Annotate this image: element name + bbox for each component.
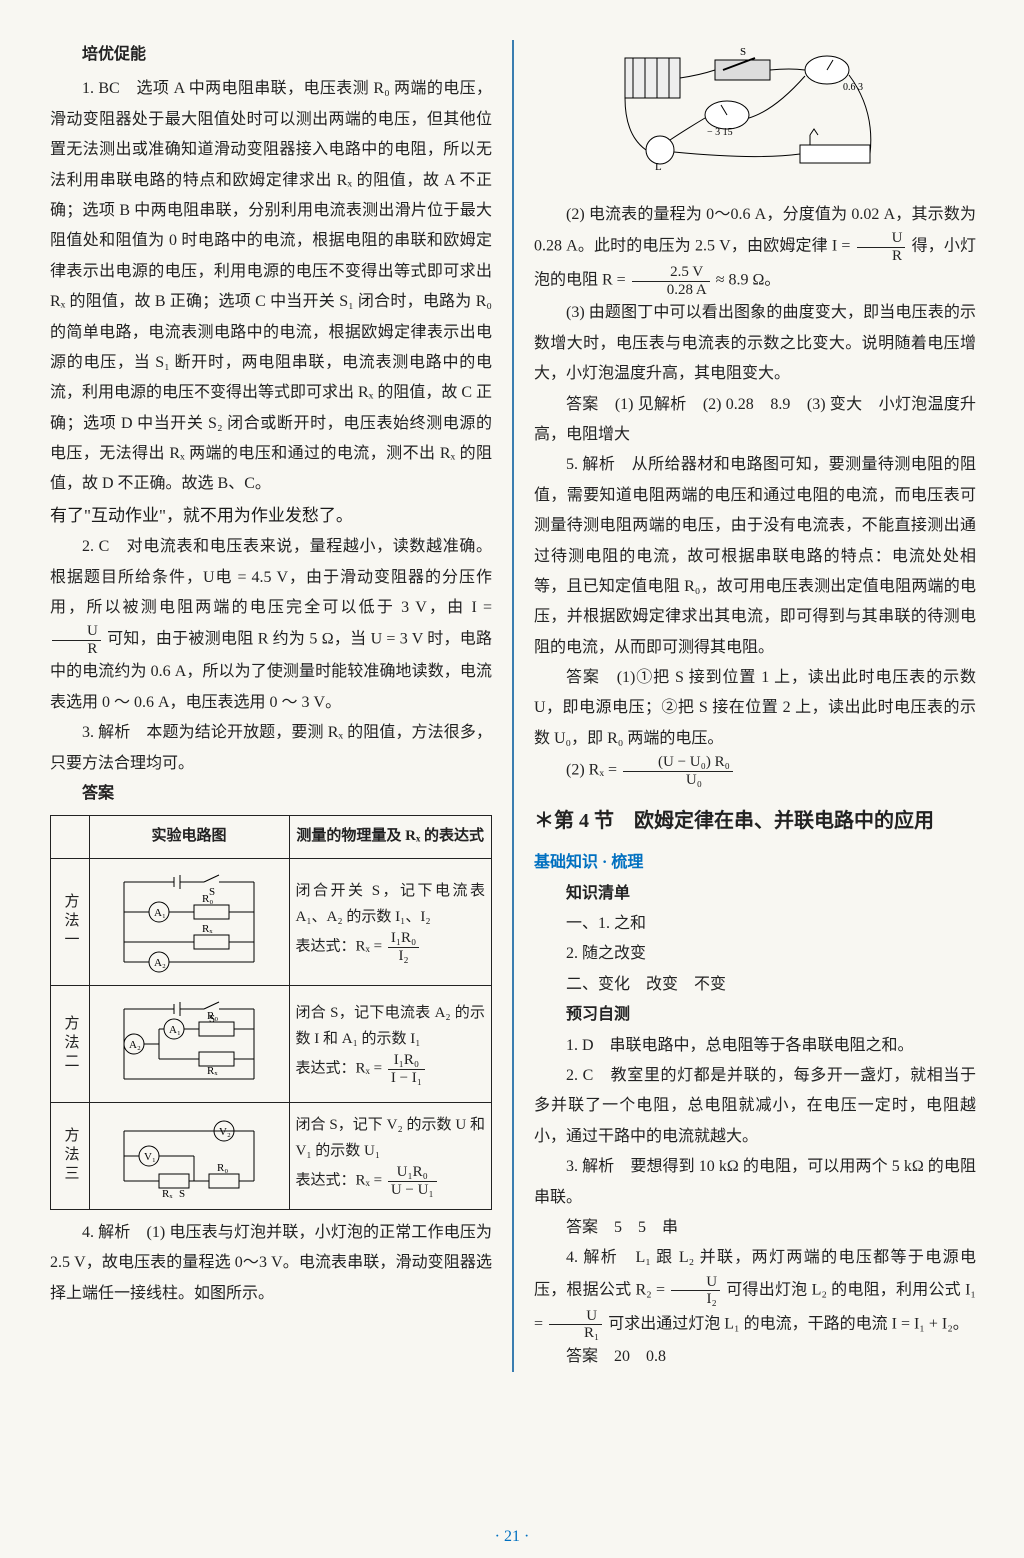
svg-text:A₁: A₁	[154, 907, 166, 919]
q4-3: (3) 由题图丁中可以看出图象的曲度变大，即当电压表的示数增大时，电压表与电流表…	[534, 298, 976, 389]
svg-text:S: S	[740, 46, 746, 58]
svg-text:A₂: A₂	[154, 957, 166, 969]
method2-circuit: S A₂ A₁ R₀ Rₓ	[89, 985, 289, 1102]
m1-text-a: 闭合开关 S，记下电流表 A₁、A₂ 的示数 I₁、I₂	[296, 883, 486, 925]
svg-text:0.6 3: 0.6 3	[843, 82, 863, 93]
svg-text:Rₓ: Rₓ	[162, 1188, 173, 1200]
svg-text:V₂: V₂	[219, 1126, 231, 1138]
p1: 1. D 串联电路中，总电阻等于各串联电阻之和。	[534, 1031, 976, 1061]
m3-text-b: 表达式：Rₓ =	[296, 1173, 383, 1189]
table-row: 方法三 Rₓ S R₀ V₁ V₂ 闭合 S，记下 V₂ 的示数 U 和 V₁ 的…	[51, 1102, 492, 1209]
p4-ans: 答案 20 0.8	[534, 1342, 976, 1372]
table-row: 方法二 S A₂ A₁ R₀ Rₓ	[51, 985, 492, 1102]
frac-m3: U₁R₀U − U₁	[388, 1164, 437, 1198]
q4-text: 4. 解析 (1) 电压表与灯泡并联，小灯泡的正常工作电压为 2.5 V，故电压…	[50, 1218, 492, 1309]
q4-2: (2) 电流表的量程为 0～0.6 A，分度值为 0.02 A，其示数为 0.2…	[534, 200, 976, 298]
svg-text:R₀: R₀	[217, 1162, 228, 1174]
table-row: 实验电路图 测量的物理量及 Rₓ 的表达式	[51, 816, 492, 859]
method3-text: 闭合 S，记下 V₂ 的示数 U 和 V₁ 的示数 U₁ 表达式：Rₓ = U₁…	[289, 1102, 492, 1209]
table-head-diagram: 实验电路图	[89, 816, 289, 859]
frac-rx: (U − U₀) R₀U₀	[623, 754, 733, 788]
circuit2-icon: S A₂ A₁ R₀ Rₓ	[104, 994, 274, 1094]
svg-text:S: S	[179, 1188, 185, 1200]
frac-m2: I₁R₀I − I₁	[388, 1052, 425, 1086]
svg-text:R₀: R₀	[202, 893, 213, 905]
handwritten-note: 有了"互动作业"，就不用为作业发愁了。	[50, 500, 492, 532]
p3-ans: 答案 5 5 串	[534, 1213, 976, 1243]
circuit-illustration: S 0.6 3 − 3 15 L	[534, 40, 976, 190]
heading-peiyou: 培优促能	[50, 40, 492, 70]
svg-text:R₀: R₀	[207, 1010, 218, 1022]
p3: 3. 解析 要想得到 10 kΩ 的电阻，可以用两个 5 kΩ 的电阻串联。	[534, 1152, 976, 1213]
q4-2c: ≈ 8.9 Ω。	[716, 272, 781, 289]
p4-c: 可求出通过灯泡 L₁ 的电流，干路的电流 I = I₁ + I₂。	[608, 1315, 969, 1332]
svg-text:Rₓ: Rₓ	[202, 923, 213, 935]
z3: 二、变化 改变 不变	[534, 970, 976, 1000]
q2-text: 2. C 对电流表和电压表来说，量程越小，读数越准确。根据题目所给条件，U电 =…	[50, 532, 492, 718]
table-row: 方法一 S A₁ R₀ Rₓ A₂	[51, 858, 492, 985]
method3-label: 方法三	[51, 1102, 90, 1209]
circuit1-icon: S A₁ R₀ Rₓ A₂	[104, 867, 274, 977]
column-divider	[512, 40, 514, 1372]
frac-u-r1: UR₁	[549, 1308, 602, 1342]
q4-2a: (2) 电流表的量程为 0～0.6 A，分度值为 0.02 A，其示数为 0.2…	[534, 206, 976, 255]
q5-ans-b-text: (2) Rₓ =	[566, 762, 617, 779]
table-head-expr: 测量的物理量及 Rₓ 的表达式	[289, 816, 492, 859]
m2-text-a: 闭合 S，记下电流表 A₂ 的示数 I 和 A₁ 的示数 I₁	[296, 1005, 486, 1047]
frac-u-r-2: UR	[857, 230, 906, 264]
q1-text: 1. BC 选项 A 中两电阻串联，电压表测 R₀ 两端的电压，滑动变阻器处于最…	[50, 74, 492, 499]
base-heading: 基础知识 · 梳理	[534, 848, 976, 878]
m2-text-b: 表达式：Rₓ =	[296, 1061, 383, 1077]
circuit-main-icon: S 0.6 3 − 3 15 L	[605, 40, 905, 190]
p2: 2. C 教室里的灯都是并联的，每多开一盏灯，就相当于多并联了一个电阻，总电阻就…	[534, 1061, 976, 1152]
methods-table: 实验电路图 测量的物理量及 Rₓ 的表达式 方法一 S A₁ R₀ Rₓ	[50, 815, 492, 1210]
page-content: 培优促能 1. BC 选项 A 中两电阻串联，电压表测 R₀ 两端的电压，滑动变…	[50, 40, 984, 1372]
sec4-title-text: 第 4 节 欧姆定律在串、并联电路中的应用	[554, 810, 934, 832]
q3-text: 3. 解析 本题为结论开放题，要测 Rₓ 的阻值，方法很多，只要方法合理均可。	[50, 718, 492, 779]
column-right: S 0.6 3 − 3 15 L	[516, 40, 976, 1372]
svg-text:L: L	[655, 161, 662, 173]
frac-25-028: 2.5 V0.28 A	[632, 264, 710, 298]
method2-text: 闭合 S，记下电流表 A₂ 的示数 I 和 A₁ 的示数 I₁ 表达式：Rₓ =…	[289, 985, 492, 1102]
q5-ans-a: 答案 (1)①把 S 接到位置 1 上，读出此时电压表的示数 U，即电源电压；②…	[534, 663, 976, 754]
p4: 4. 解析 L₁ 跟 L₂ 并联，两灯两端的电压都等于电源电压，根据公式 R₂ …	[534, 1243, 976, 1341]
method1-label: 方法一	[51, 858, 90, 985]
svg-text:Rₓ: Rₓ	[207, 1065, 218, 1077]
q2-text-a: 2. C 对电流表和电压表来说，量程越小，读数越准确。根据题目所给条件，U电 =…	[50, 538, 492, 616]
svg-text:− 3 15: − 3 15	[707, 127, 733, 138]
z2: 2. 随之改变	[534, 939, 976, 969]
zsqd: 知识清单	[534, 879, 976, 909]
column-left: 培优促能 1. BC 选项 A 中两电阻串联，电压表测 R₀ 两端的电压，滑动变…	[50, 40, 510, 1372]
frac-u-i2: UI₂	[671, 1274, 720, 1308]
q5-ans-b: (2) Rₓ = (U − U₀) R₀U₀	[534, 754, 976, 788]
method3-circuit: Rₓ S R₀ V₁ V₂	[89, 1102, 289, 1209]
svg-text:V₁: V₁	[144, 1151, 156, 1163]
method1-circuit: S A₁ R₀ Rₓ A₂	[89, 858, 289, 985]
q2-text-b: 可知，由于被测电阻 R 约为 5 Ω，当 U = 3 V 时，电路中的电流约为 …	[50, 631, 492, 711]
q5: 5. 解析 从所给器材和电路图可知，要测量待测电阻的阻值，需要知道电阻两端的电压…	[534, 450, 976, 663]
svg-text:A₂: A₂	[129, 1039, 141, 1051]
answer-label: 答案	[50, 779, 492, 809]
z1: 一、1. 之和	[534, 909, 976, 939]
page-number: · 21 ·	[0, 1528, 1024, 1546]
circuit3-icon: Rₓ S R₀ V₁ V₂	[104, 1111, 274, 1201]
star-icon: ＊	[534, 810, 554, 832]
m1-text-b: 表达式：Rₓ =	[296, 939, 383, 955]
q4-ans: 答案 (1) 见解析 (2) 0.28 8.9 (3) 变大 小灯泡温度升高，电…	[534, 390, 976, 451]
svg-text:A₁: A₁	[169, 1024, 181, 1036]
method1-text: 闭合开关 S，记下电流表 A₁、A₂ 的示数 I₁、I₂ 表达式：Rₓ = I₁…	[289, 858, 492, 985]
table-head-blank	[51, 816, 90, 859]
method2-label: 方法二	[51, 985, 90, 1102]
frac-u-r: UR	[52, 623, 101, 657]
m3-text-a: 闭合 S，记下 V₂ 的示数 U 和 V₁ 的示数 U₁	[296, 1117, 486, 1159]
yxzc: 预习自测	[534, 1000, 976, 1030]
section4-title: ＊第 4 节 欧姆定律在串、并联电路中的应用	[534, 802, 976, 840]
frac-m1: I₁R₀I₂	[388, 930, 419, 964]
